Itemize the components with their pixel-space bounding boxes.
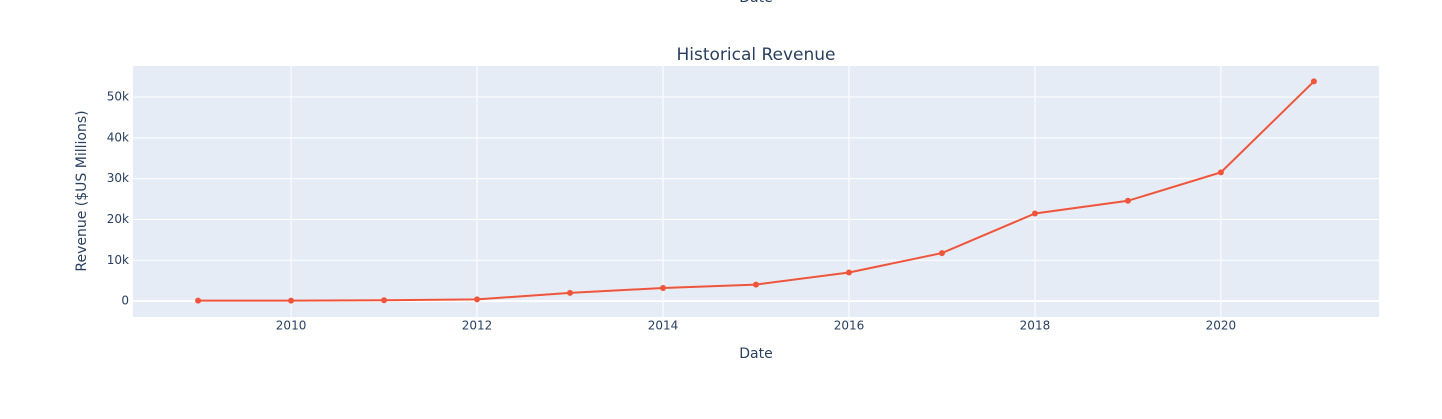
x-tick-label: 2010 xyxy=(276,319,307,333)
y-axis-label: Revenue ($US Millions) xyxy=(74,110,90,271)
point xyxy=(660,285,667,292)
point xyxy=(288,297,295,304)
y-tick-label: 20k xyxy=(107,212,129,226)
plot-area xyxy=(133,66,1379,317)
point xyxy=(1310,78,1317,85)
y-tick-label: 40k xyxy=(107,130,129,144)
top-axis-label: Date xyxy=(739,0,772,6)
x-tick-label: 2018 xyxy=(1020,319,1051,333)
point xyxy=(381,297,388,304)
x-tick-label: 2020 xyxy=(1206,319,1237,333)
point xyxy=(938,250,945,257)
point xyxy=(1217,169,1224,176)
point xyxy=(195,297,202,304)
point xyxy=(567,289,574,296)
point xyxy=(845,269,852,276)
point xyxy=(474,296,481,303)
y-tick-label: 30k xyxy=(107,171,129,185)
x-axis-label: Date xyxy=(739,346,772,362)
x-tick-label: 2012 xyxy=(462,319,493,333)
point xyxy=(1124,197,1131,204)
x-tick-label: 2016 xyxy=(834,319,865,333)
y-tick-label: 0 xyxy=(121,294,129,308)
point xyxy=(753,281,759,288)
x-tick-label: 2014 xyxy=(648,319,679,333)
chart-title: Historical Revenue xyxy=(676,45,835,65)
point xyxy=(1031,210,1038,217)
y-tick-label: 50k xyxy=(107,90,129,104)
y-tick-label: 10k xyxy=(107,253,129,267)
